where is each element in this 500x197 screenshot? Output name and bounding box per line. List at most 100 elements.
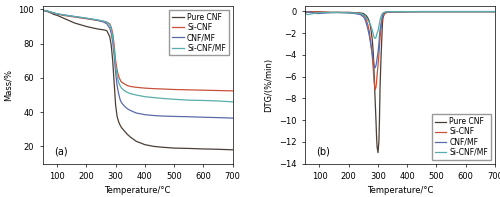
CNF/MF	[340, 11, 346, 14]
Si-CNF/MF	[380, 12, 386, 15]
Si-CNF	[118, 81, 124, 83]
CNF/MF	[117, 98, 123, 100]
Si-CNF	[104, 21, 110, 23]
Si-CNF	[372, 88, 378, 91]
Si-CNF/MF	[133, 94, 139, 96]
Si-CNF/MF	[117, 84, 123, 87]
Si-CNF/MF	[40, 9, 46, 11]
CNF/MF	[84, 17, 89, 20]
Pure CNF	[377, 86, 383, 89]
Si-CNF	[160, 88, 166, 90]
Si-CNF/MF	[142, 96, 148, 98]
Si-CNF/MF	[118, 87, 124, 89]
CNF/MF	[116, 92, 121, 94]
CNF/MF	[133, 112, 139, 114]
Si-CNF	[54, 13, 60, 15]
Si-CNF	[120, 82, 126, 84]
CNF/MF	[40, 9, 46, 11]
Pure CNF	[375, 151, 381, 154]
CNF/MF	[171, 115, 177, 118]
Si-CNF/MF	[492, 10, 498, 13]
Si-CNF	[112, 59, 118, 62]
CNF/MF	[379, 18, 385, 20]
CNF/MF	[215, 116, 221, 119]
Si-CNF/MF	[379, 13, 385, 16]
Si-CNF/MF	[51, 12, 57, 14]
Pure CNF	[111, 82, 117, 84]
CNF/MF	[124, 108, 130, 110]
Si-CNF	[124, 84, 130, 87]
CNF/MF	[370, 57, 376, 59]
CNF/MF	[377, 29, 383, 31]
Pure CNF	[42, 10, 48, 12]
Si-CNF	[72, 16, 78, 18]
Pure CNF	[370, 48, 376, 51]
Pure CNF	[108, 44, 114, 46]
CNF/MF	[60, 14, 66, 16]
Si-CNF/MF	[377, 19, 383, 21]
CNF/MF	[107, 27, 113, 29]
Pure CNF	[492, 10, 498, 13]
Si-CNF	[48, 11, 54, 13]
Si-CNF	[340, 11, 346, 14]
Si-CNF	[128, 85, 134, 88]
Si-CNF/MF	[95, 19, 101, 21]
Si-CNF/MF	[116, 81, 121, 83]
CNF/MF	[142, 113, 148, 116]
Line: Si-CNF/MF: Si-CNF/MF	[305, 12, 495, 39]
Si-CNF	[114, 69, 120, 71]
Line: CNF/MF: CNF/MF	[305, 12, 495, 68]
CNF/MF	[42, 9, 48, 12]
CNF/MF	[122, 105, 128, 107]
Line: Si-CNF: Si-CNF	[42, 10, 232, 91]
Si-CNF/MF	[111, 48, 117, 51]
Line: Si-CNF: Si-CNF	[305, 12, 495, 90]
Si-CNF/MF	[46, 10, 52, 13]
Si-CNF	[150, 87, 156, 90]
Line: CNF/MF: CNF/MF	[42, 10, 232, 118]
Si-CNF	[111, 44, 117, 46]
Si-CNF	[492, 10, 498, 13]
Si-CNF/MF	[42, 9, 48, 12]
Si-CNF	[200, 89, 206, 91]
Line: Pure CNF: Pure CNF	[42, 10, 232, 150]
Si-CNF	[110, 32, 116, 34]
Legend: Pure CNF, Si-CNF, CNF/MF, Si-CNF/MF: Pure CNF, Si-CNF, CNF/MF, Si-CNF/MF	[432, 114, 491, 160]
Y-axis label: DTG/(%/min): DTG/(%/min)	[264, 58, 274, 112]
Si-CNF/MF	[230, 101, 235, 103]
Pure CNF	[116, 120, 121, 123]
Si-CNF	[382, 12, 388, 14]
Pure CNF	[54, 14, 60, 17]
Si-CNF	[66, 15, 72, 17]
Si-CNF	[60, 14, 66, 17]
Pure CNF	[107, 36, 113, 38]
Pure CNF	[110, 59, 116, 62]
Si-CNF/MF	[104, 21, 110, 23]
Si-CNF	[302, 11, 308, 13]
Si-CNF	[116, 75, 121, 77]
CNF/MF	[51, 12, 57, 14]
Pure CNF	[89, 27, 95, 29]
CNF/MF	[54, 13, 60, 15]
Si-CNF	[108, 26, 114, 29]
Si-CNF/MF	[84, 17, 89, 20]
Pure CNF	[215, 148, 221, 151]
CNF/MF	[380, 15, 386, 17]
CNF/MF	[160, 115, 166, 117]
Pure CNF	[101, 29, 107, 31]
CNF/MF	[101, 21, 107, 23]
Line: Si-CNF/MF: Si-CNF/MF	[42, 10, 232, 102]
CNF/MF	[48, 11, 54, 13]
Si-CNF	[377, 36, 383, 39]
Si-CNF	[89, 19, 95, 21]
Si-CNF/MF	[160, 97, 166, 100]
Si-CNF	[95, 19, 101, 22]
Si-CNF/MF	[340, 11, 346, 14]
Si-CNF	[117, 78, 123, 81]
Si-CNF/MF	[112, 65, 118, 67]
Pure CNF	[112, 104, 118, 106]
Pure CNF	[122, 130, 128, 132]
CNF/MF	[89, 18, 95, 20]
Si-CNF/MF	[60, 14, 66, 16]
Si-CNF/MF	[110, 36, 116, 38]
